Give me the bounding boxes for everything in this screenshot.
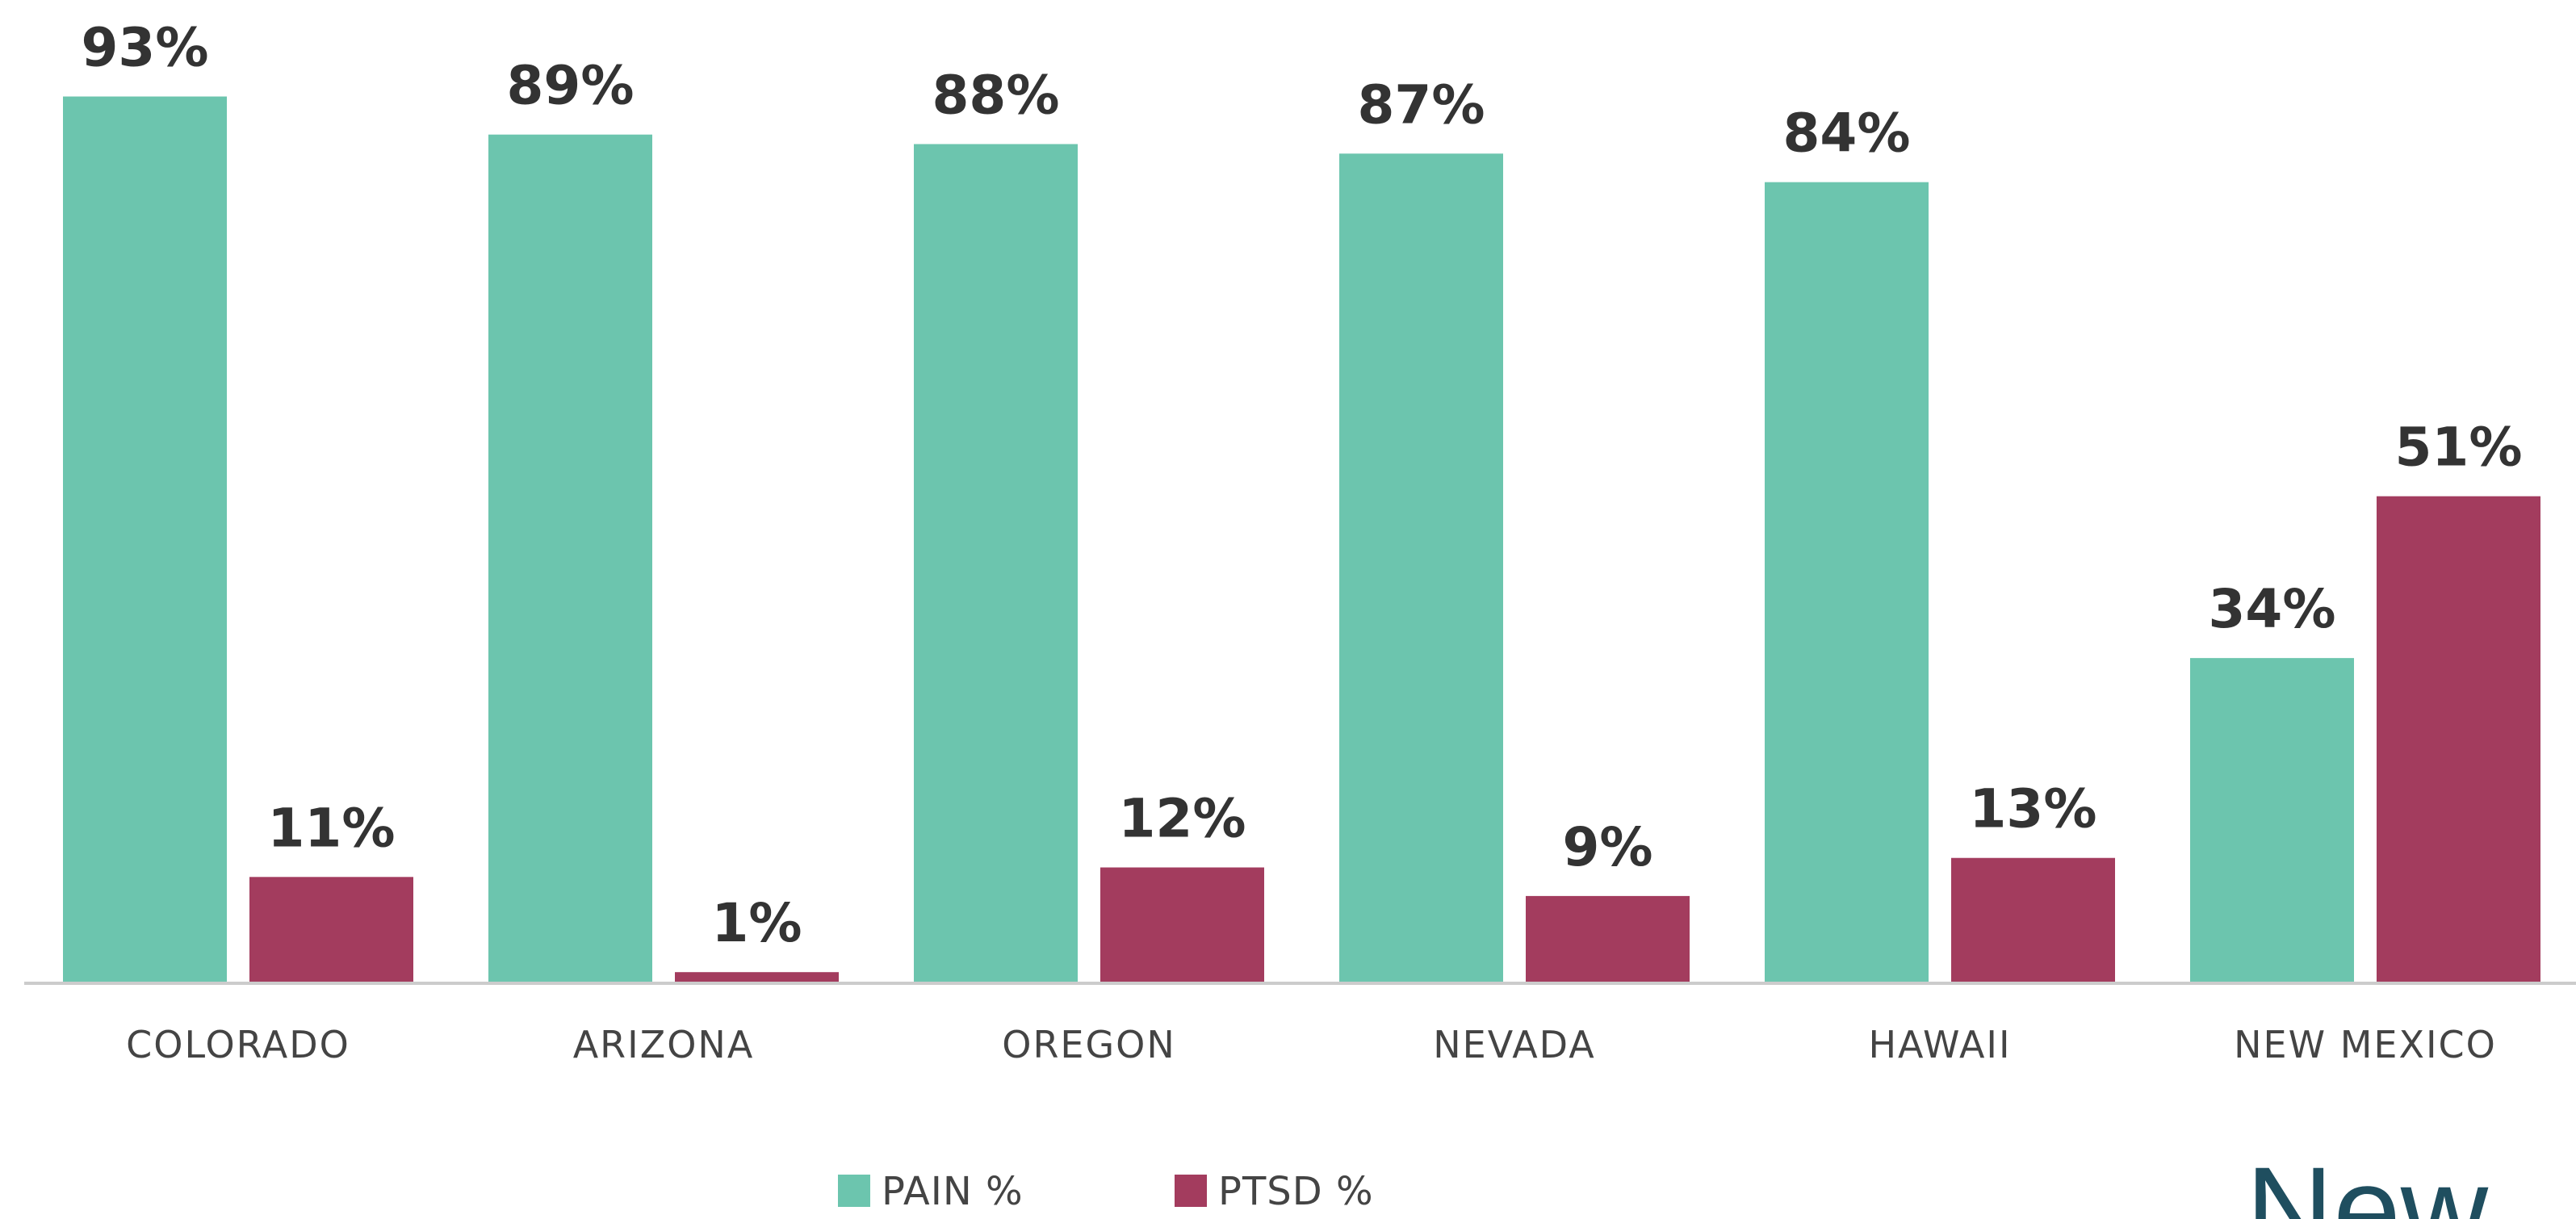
bar bbox=[2377, 496, 2540, 982]
bar bbox=[63, 96, 227, 982]
value-label: 88% bbox=[932, 64, 1060, 126]
bar bbox=[914, 144, 1078, 982]
x-tick-label: OREGON bbox=[1002, 1023, 1176, 1066]
legend-swatch bbox=[838, 1175, 870, 1207]
bar bbox=[1526, 895, 1690, 982]
value-label: 84% bbox=[1783, 103, 1911, 165]
bar bbox=[2190, 658, 2354, 982]
x-tick-label: HAWAII bbox=[1868, 1023, 2011, 1066]
x-tick-label: ARIZONA bbox=[573, 1023, 755, 1066]
bar bbox=[488, 134, 652, 982]
value-label: 11% bbox=[268, 797, 396, 859]
value-label: 89% bbox=[507, 55, 635, 117]
value-label: 12% bbox=[1119, 788, 1246, 850]
value-label: 1% bbox=[711, 892, 802, 954]
value-label: 93% bbox=[82, 17, 209, 79]
bar bbox=[675, 972, 839, 982]
legend-swatch bbox=[1175, 1175, 1207, 1207]
bar bbox=[249, 877, 413, 982]
value-label: 13% bbox=[1970, 778, 2097, 840]
legend-label: PTSD % bbox=[1218, 1169, 1374, 1214]
logo-text: New bbox=[2246, 1142, 2489, 1219]
x-tick-label: NEVADA bbox=[1433, 1023, 1596, 1066]
bar bbox=[1100, 867, 1264, 982]
legend-label: PAIN % bbox=[882, 1169, 1024, 1214]
value-label: 51% bbox=[2395, 417, 2523, 479]
value-label: 9% bbox=[1562, 816, 1652, 878]
value-label: 87% bbox=[1358, 73, 1485, 136]
bar bbox=[1765, 182, 1929, 982]
bar bbox=[1339, 153, 1503, 982]
bar bbox=[1951, 857, 2115, 982]
value-label: 34% bbox=[2209, 578, 2336, 640]
x-tick-label: COLORADO bbox=[126, 1023, 350, 1066]
x-tick-label: NEW MEXICO bbox=[2234, 1023, 2497, 1066]
